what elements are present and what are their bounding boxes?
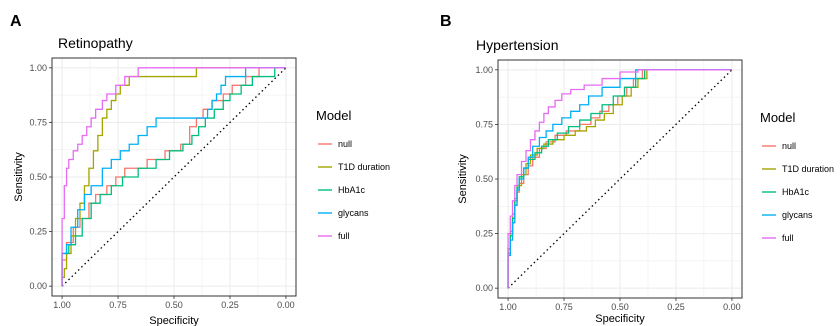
y-tick-label: 0.50 — [29, 172, 47, 182]
legend-label: full — [338, 231, 350, 241]
x-tick-label: 0.00 — [277, 300, 295, 310]
legend-label: glycans — [338, 208, 369, 218]
x-tick-label: 1.00 — [53, 300, 71, 310]
chart-panel-A: A Retinopathy 1.00 0.75 0.50 0.25 0.00 0.00 0.25… — [10, 13, 390, 326]
panel-letter: B — [440, 13, 452, 30]
legend-title: Model — [760, 110, 796, 125]
legend-entry: full — [318, 231, 350, 241]
legend-entry: glycans — [762, 210, 813, 220]
legend-label: glycans — [782, 210, 813, 220]
legend-label: T1D duration — [782, 164, 834, 174]
x-tick-label: 0.00 — [723, 302, 741, 312]
y-tick-label: 0.00 — [475, 283, 493, 293]
legend-entry: null — [318, 139, 352, 149]
x-tick-label: 1.00 — [499, 302, 517, 312]
y-axis-title: Sensitivity — [13, 152, 25, 202]
series-line-hba1c — [61, 67, 286, 287]
series-line-glycans — [61, 67, 286, 287]
legend: Model null T1D duration HbA1c glycans full — [316, 108, 390, 241]
series-line-t1d-duration — [61, 67, 286, 287]
series-line-full — [61, 67, 286, 287]
legend-entry: HbA1c — [318, 185, 366, 195]
y-axis-title: Sensitivity — [457, 154, 469, 204]
x-axis-title: Specificity — [149, 315, 199, 326]
legend: Model null T1D duration HbA1c glycans full — [760, 110, 834, 243]
legend-entry: T1D duration — [762, 164, 834, 174]
legend-title: Model — [316, 108, 352, 123]
legend-label: HbA1c — [338, 185, 366, 195]
legend-label: T1D duration — [338, 162, 390, 172]
y-tick-label: 0.25 — [475, 229, 493, 239]
panel-letter: A — [10, 13, 22, 30]
y-tick-label: 0.00 — [29, 281, 47, 291]
legend-label: HbA1c — [782, 187, 810, 197]
y-tick-label: 1.00 — [29, 63, 47, 73]
y-tick-label: 1.00 — [475, 65, 493, 75]
legend-entry: HbA1c — [762, 187, 810, 197]
x-tick-label: 0.75 — [555, 302, 573, 312]
chart-title: Retinopathy — [58, 35, 133, 51]
grid — [498, 60, 742, 298]
x-tick-label: 0.75 — [109, 300, 127, 310]
legend-label: null — [338, 139, 352, 149]
legend-entry: null — [762, 141, 796, 151]
series-line-full — [507, 69, 732, 289]
series-group — [507, 69, 732, 289]
legend-entry: T1D duration — [318, 162, 390, 172]
y-tick-label: 0.25 — [29, 227, 47, 237]
x-tick-label: 0.25 — [667, 302, 685, 312]
legend-entry: glycans — [318, 208, 369, 218]
x-tick-label: 0.25 — [221, 300, 239, 310]
chart-title: Hypertension — [476, 37, 559, 53]
x-axis-title: Specificity — [595, 313, 645, 325]
y-tick-label: 0.75 — [29, 117, 47, 127]
x-tick-label: 0.50 — [165, 300, 183, 310]
legend-label: full — [782, 233, 794, 243]
y-tick-label: 0.50 — [475, 174, 493, 184]
legend-entry: full — [762, 233, 794, 243]
legend-label: null — [782, 141, 796, 151]
chart-panel-B: B Hypertension 1.00 0.75 0.50 0.25 0.00 0.00 0.2… — [440, 13, 834, 325]
x-tick-label: 0.50 — [611, 302, 629, 312]
series-line-glycans — [507, 69, 732, 289]
series-group — [61, 67, 286, 287]
y-tick-label: 0.75 — [475, 119, 493, 129]
